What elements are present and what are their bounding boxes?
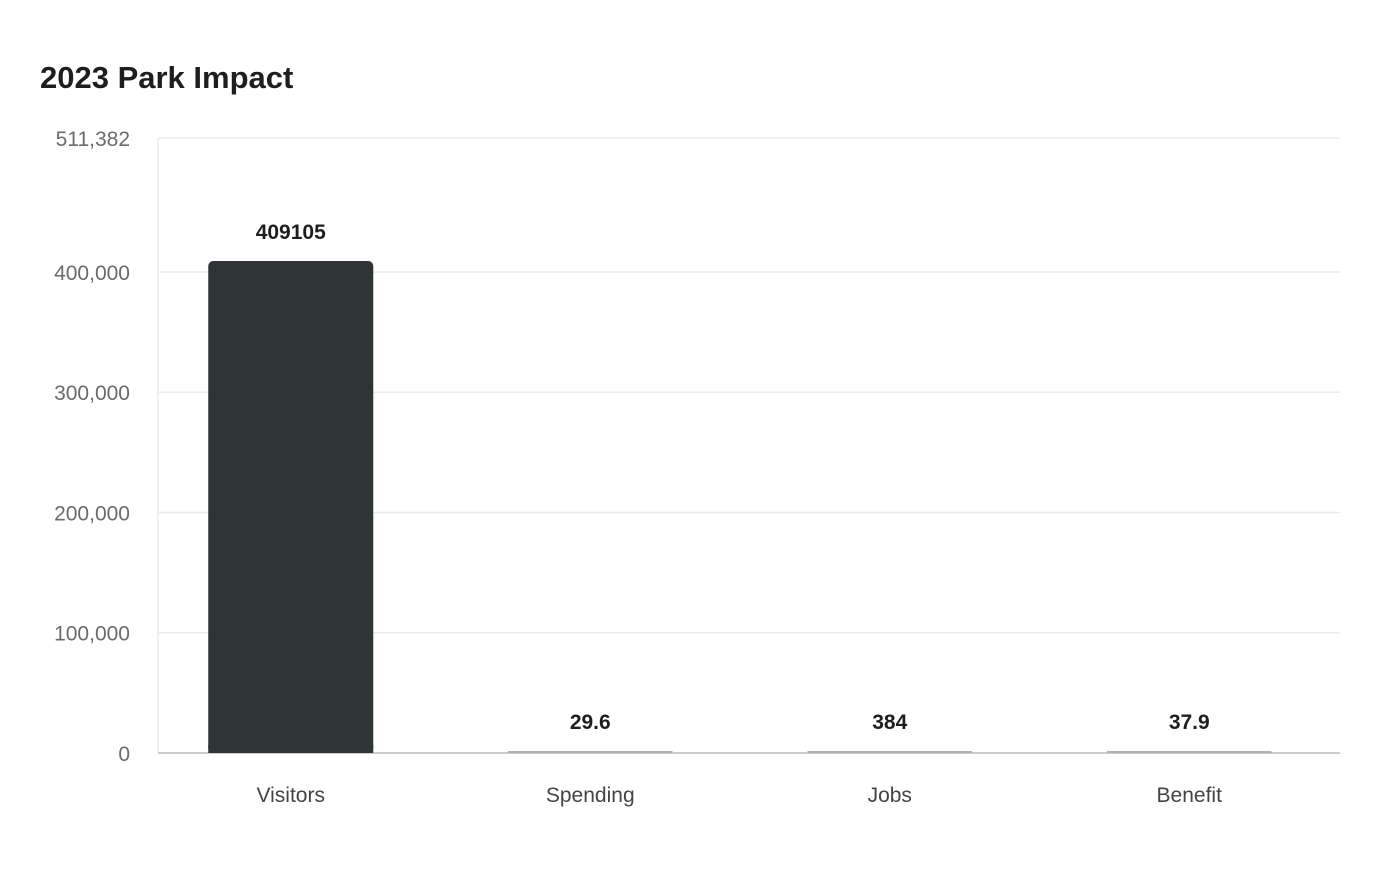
x-tick-label: Benefit — [1157, 784, 1223, 807]
y-tick-label: 200,000 — [54, 502, 130, 525]
y-tick-label: 511,382 — [56, 128, 130, 151]
data-label: 29.6 — [570, 711, 611, 734]
bar-spending — [507, 751, 673, 753]
data-label: 409105 — [256, 221, 326, 244]
x-tick-label: Visitors — [257, 784, 325, 807]
x-tick-label: Jobs — [868, 784, 912, 807]
y-tick-label: 400,000 — [54, 262, 130, 285]
bar-jobs — [807, 751, 973, 753]
x-tick-label: Spending — [546, 784, 635, 807]
bar-benefit — [1106, 751, 1272, 753]
bars — [208, 261, 1272, 753]
y-tick-label: 100,000 — [54, 623, 130, 646]
bar-base — [208, 745, 374, 753]
y-tick-label: 300,000 — [54, 382, 130, 405]
chart-title: 2023 Park Impact — [40, 60, 294, 95]
labels: 0 100,000 200,000 300,000 400,000 511,382 4091… — [54, 128, 1222, 807]
data-label: 384 — [872, 711, 907, 734]
bar-visitors — [208, 261, 374, 753]
data-label: 37.9 — [1169, 711, 1210, 734]
y-tick-label: 0 — [118, 743, 130, 766]
